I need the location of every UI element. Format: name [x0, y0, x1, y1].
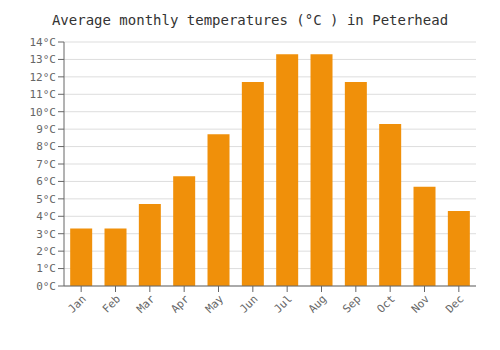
svg-text:1°C: 1°C: [36, 262, 56, 275]
svg-text:Jul: Jul: [272, 292, 295, 315]
svg-text:Mar: Mar: [134, 292, 158, 316]
svg-text:Nov: Nov: [409, 292, 433, 316]
svg-text:5°C: 5°C: [36, 193, 56, 206]
svg-text:13°C: 13°C: [30, 53, 57, 66]
svg-text:Jun: Jun: [237, 292, 260, 315]
svg-text:6°C: 6°C: [36, 175, 56, 188]
svg-text:14°C: 14°C: [30, 36, 57, 49]
svg-text:Sep: Sep: [340, 292, 363, 315]
svg-text:7°C: 7°C: [36, 158, 56, 171]
svg-text:May: May: [203, 292, 227, 316]
svg-text:Dec: Dec: [443, 292, 466, 315]
svg-text:12°C: 12°C: [30, 71, 57, 84]
svg-text:Feb: Feb: [100, 292, 123, 315]
svg-text:Oct: Oct: [375, 292, 398, 315]
svg-text:3°C: 3°C: [36, 228, 56, 241]
svg-text:Jan: Jan: [66, 292, 89, 315]
svg-text:10°C: 10°C: [30, 106, 57, 119]
svg-text:9°C: 9°C: [36, 123, 56, 136]
svg-text:Apr: Apr: [169, 292, 193, 316]
svg-text:0°C: 0°C: [36, 280, 56, 293]
svg-text:2°C: 2°C: [36, 245, 56, 258]
svg-text:8°C: 8°C: [36, 140, 56, 153]
html-text:Average monthly temperatures (: Average monthly temperatures (°C ) in Pe…: [51, 12, 449, 28]
svg-text:Aug: Aug: [306, 292, 329, 315]
svg-text:11°C: 11°C: [30, 88, 57, 101]
svg-text:4°C: 4°C: [36, 210, 56, 223]
